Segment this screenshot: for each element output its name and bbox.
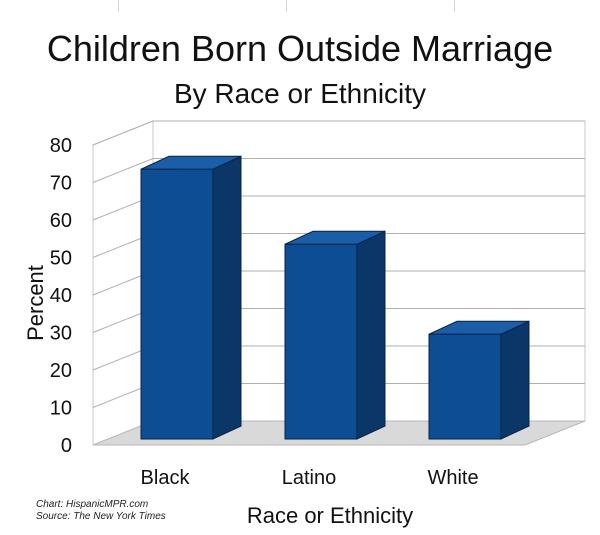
x-axis-label: Race or Ethnicity xyxy=(246,503,414,528)
y-tick-label: 40 xyxy=(50,285,72,307)
bar-side xyxy=(500,320,530,440)
chart-subtitle: By Race or Ethnicity xyxy=(173,78,427,109)
y-tick-label: 20 xyxy=(50,360,72,382)
x-tick-label: Latino xyxy=(282,467,337,489)
bar xyxy=(284,243,358,440)
x-tick-label: Black xyxy=(141,467,191,489)
bar-side xyxy=(356,230,386,440)
bar-side xyxy=(212,155,242,440)
y-axis-label: Percent xyxy=(23,265,48,341)
gridline xyxy=(92,120,154,146)
x-tick-label: White xyxy=(427,467,478,489)
chart-title: Children Born Outside Marriage xyxy=(46,28,554,69)
bar xyxy=(428,333,502,440)
top-divider xyxy=(118,0,119,12)
y-tick-label: 30 xyxy=(50,323,72,345)
y-tick-label: 60 xyxy=(50,210,72,232)
bar xyxy=(140,168,214,440)
y-tick-label: 10 xyxy=(50,398,72,420)
y-tick-label: 70 xyxy=(50,173,72,195)
chart-credit: Chart: HispanicMPR.com xyxy=(36,499,149,510)
y-tick-label: 50 xyxy=(50,248,72,270)
y-tick-label: 0 xyxy=(61,435,72,457)
y-tick-label: 80 xyxy=(50,135,72,157)
gridline xyxy=(92,158,154,183)
top-divider xyxy=(454,0,455,12)
source-credit: Source: The New York Times xyxy=(36,511,166,522)
top-divider xyxy=(286,0,287,12)
